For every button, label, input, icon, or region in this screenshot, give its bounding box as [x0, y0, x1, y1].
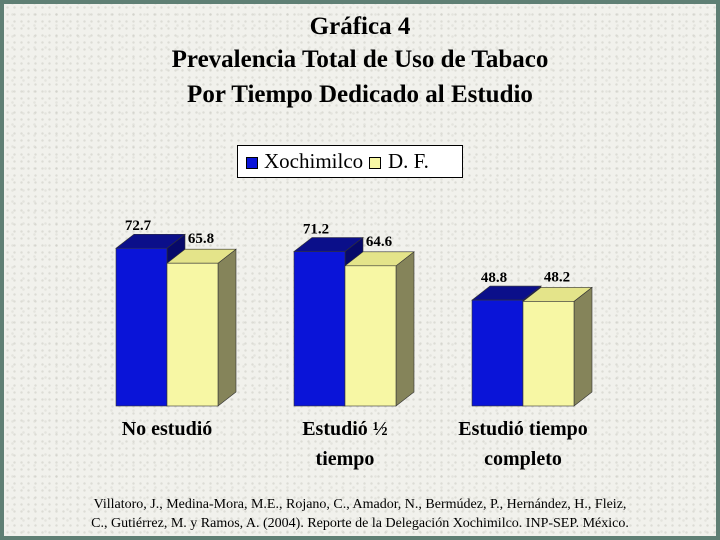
data-label-df-2: 64.6	[366, 234, 393, 250]
data-label-xochimilco-3: 48.8	[481, 270, 507, 286]
category-label-3-line-2: completo	[484, 448, 562, 470]
chart-title-line-2: Prevalencia Total de Uso de Tabaco	[171, 46, 549, 73]
legend-label-df: D. F.	[388, 149, 429, 173]
data-label-xochimilco-1: 72.7	[125, 218, 152, 234]
legend-swatch-df	[369, 157, 381, 169]
category-label-2-line-2: tiempo	[315, 448, 375, 470]
category-label-3-line-1: Estudió tiempo	[458, 418, 588, 440]
bar-df-3	[522, 286, 593, 407]
bar-df-3-front	[522, 301, 575, 407]
bar-xochimilco-1-front	[115, 247, 168, 407]
bar-df-2	[344, 251, 415, 407]
legend-label-xochimilco: Xochimilco	[264, 149, 364, 173]
category-label-1-line-1: No estudió	[121, 418, 213, 440]
bar-xochimilco-3-front	[471, 299, 524, 407]
bar-df-3-side	[573, 286, 593, 407]
category-label-2-line-1: Estudió ½	[302, 418, 388, 440]
citation-line-1: Villatoro, J., Medina-Mora, M.E., Rojano…	[93, 497, 627, 512]
bar-df-1	[166, 248, 237, 407]
citation-line-2: C., Gutiérrez, M. y Ramos, A. (2004). Re…	[91, 516, 629, 531]
bar-df-2-side	[395, 251, 415, 407]
bar-df-1-front	[166, 262, 219, 407]
data-label-xochimilco-2: 71.2	[303, 221, 329, 237]
data-label-df-1: 65.8	[188, 231, 214, 247]
legend-swatch-xochimilco	[246, 157, 258, 169]
data-label-df-3: 48.2	[544, 269, 570, 285]
chart-title-line-1: Gráfica 4	[309, 13, 411, 40]
bar-df-1-side	[217, 248, 237, 407]
bar-df-2-front	[344, 265, 397, 407]
chart-legend: Xochimilco D. F.	[237, 145, 463, 178]
bar-xochimilco-2-front	[293, 251, 346, 407]
chart-title-line-3: Por Tiempo Dedicado al Estudio	[187, 81, 533, 108]
